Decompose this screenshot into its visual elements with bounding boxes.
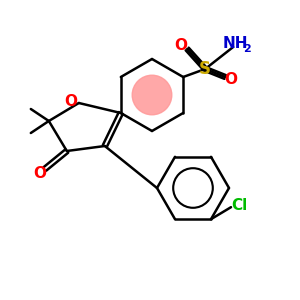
- Text: Cl: Cl: [231, 198, 247, 213]
- Text: O: O: [225, 73, 238, 88]
- Text: O: O: [33, 167, 46, 182]
- Text: NH: NH: [222, 35, 248, 50]
- Circle shape: [132, 75, 172, 115]
- Text: S: S: [199, 60, 211, 78]
- Text: 2: 2: [243, 44, 251, 54]
- Text: O: O: [175, 38, 188, 52]
- Text: O: O: [64, 94, 77, 109]
